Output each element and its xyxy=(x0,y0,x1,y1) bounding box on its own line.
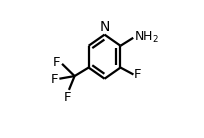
Text: N: N xyxy=(99,20,110,34)
Text: F: F xyxy=(134,68,142,81)
Text: NH$_2$: NH$_2$ xyxy=(134,29,159,45)
Text: F: F xyxy=(53,56,60,69)
Text: F: F xyxy=(51,73,58,86)
Text: F: F xyxy=(64,91,72,104)
